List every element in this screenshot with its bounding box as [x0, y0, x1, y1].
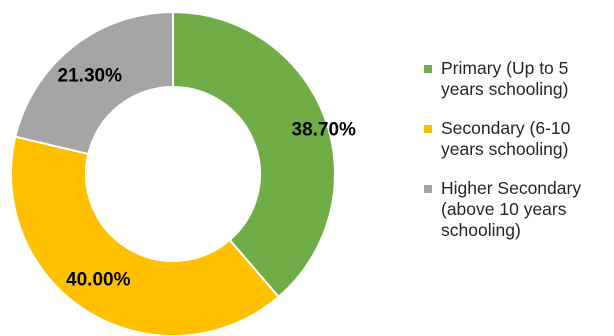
legend-item-higher-secondary: Higher Secondary (above 10 years schooli… — [424, 178, 612, 241]
legend-item-primary: Primary (Up to 5 years schooling) — [424, 58, 612, 100]
donut-slice-primary — [172, 10, 336, 299]
donut-slice-higher-secondary — [14, 10, 174, 156]
legend-label-secondary: Secondary (6-10 years schooling) — [441, 118, 571, 159]
legend-swatch-primary — [424, 65, 432, 73]
legend: Primary (Up to 5 years schooling) Second… — [424, 58, 612, 259]
legend-swatch-higher-secondary — [424, 185, 432, 193]
legend-swatch-secondary — [424, 125, 432, 133]
legend-item-secondary: Secondary (6-10 years schooling) — [424, 118, 612, 160]
legend-label-higher-secondary: Higher Secondary (above 10 years schooli… — [441, 178, 582, 240]
data-label-secondary: 40.00% — [66, 269, 131, 290]
data-label-higher-secondary: 21.30% — [58, 65, 123, 86]
legend-label-primary: Primary (Up to 5 years schooling) — [441, 58, 569, 99]
data-label-primary: 38.70% — [292, 120, 357, 141]
